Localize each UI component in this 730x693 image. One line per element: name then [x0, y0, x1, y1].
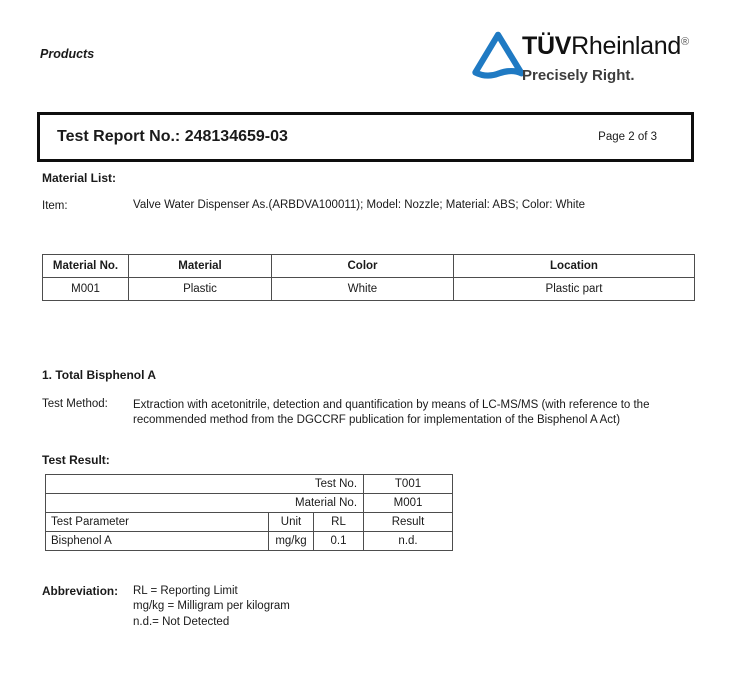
test-no-label: Test No.: [44, 474, 365, 494]
test-method-label: Test Method:: [42, 398, 108, 410]
brand-name-bold: TÜV: [522, 32, 572, 60]
brand-logo: TÜVRheinland® Precisely Right.: [522, 32, 689, 84]
column-header-color: Color: [271, 254, 454, 278]
column-header-location: Location: [453, 254, 695, 278]
material-table-header-row: Material No. Material Color Location: [42, 254, 695, 278]
test-result-heading: Test Result:: [42, 453, 110, 467]
material-table-row: M001 Plastic White Plastic part: [42, 277, 695, 301]
result-table-material-no-row: Material No. M001: [44, 493, 454, 513]
result-table: Test No. T001 Material No. M001 Test Par…: [44, 474, 454, 551]
abbreviation-label: Abbreviation:: [42, 584, 119, 598]
rl-cell: 0.1: [312, 531, 365, 551]
section-heading: 1. Total Bisphenol A: [42, 368, 157, 382]
result-table-data-row: Bisphenol A mg/kg 0.1 n.d.: [45, 531, 454, 551]
location-cell: Plastic part: [453, 277, 695, 301]
test-no-value: T001: [363, 474, 454, 494]
result-header: Result: [363, 512, 454, 532]
rl-header: RL: [312, 512, 365, 532]
item-value: Valve Water Dispenser As.(ARBDVA100011);…: [133, 199, 586, 211]
test-method-text: Extraction with acetonitrile, detection …: [133, 399, 650, 426]
column-header-material-no: Material No.: [42, 254, 129, 278]
tuv-triangle-icon: [472, 31, 525, 79]
abbreviation-line: RL = Reporting Limit: [133, 585, 238, 597]
brand-name: TÜVRheinland®: [522, 32, 689, 61]
material-list-heading: Material List:: [42, 171, 117, 185]
abbreviation-line: mg/kg = Milligram per kilogram: [133, 600, 290, 613]
material-no-value: M001: [363, 493, 454, 513]
page-indicator: Page 2 of 3: [598, 131, 657, 143]
result-table-test-no-row: Test No. T001: [44, 474, 454, 494]
result-table-header-row: Test Parameter Unit RL Result: [45, 512, 454, 532]
abbreviation-line: n.d.= Not Detected: [133, 615, 230, 628]
products-label: Products: [40, 47, 95, 61]
param-header: Test Parameter: [45, 512, 269, 532]
brand-tagline: Precisely Right.: [522, 66, 635, 84]
material-no-label: Material No.: [44, 493, 365, 513]
material-table: Material No. Material Color Location M00…: [42, 254, 695, 301]
unit-cell: mg/kg: [268, 531, 314, 551]
triangle-path: [472, 31, 525, 79]
parameter-cell: Bisphenol A: [45, 531, 269, 551]
material-cell: Plastic: [128, 277, 272, 301]
item-label: Item:: [42, 200, 68, 212]
abbreviation-lines: RL = Reporting Limit mg/kg = Milligram p…: [133, 584, 290, 630]
result-cell: n.d.: [363, 531, 454, 551]
registered-trademark-icon: ®: [681, 36, 689, 48]
column-header-material: Material: [128, 254, 272, 278]
material-no-cell: M001: [42, 277, 129, 301]
color-cell: White: [271, 277, 454, 301]
report-title-box: Test Report No.: 248134659-03 Page 2 of …: [37, 112, 694, 162]
unit-header: Unit: [268, 512, 314, 532]
report-title: Test Report No.: 248134659-03: [57, 128, 288, 145]
brand-name-regular: Rheinland: [571, 32, 681, 60]
